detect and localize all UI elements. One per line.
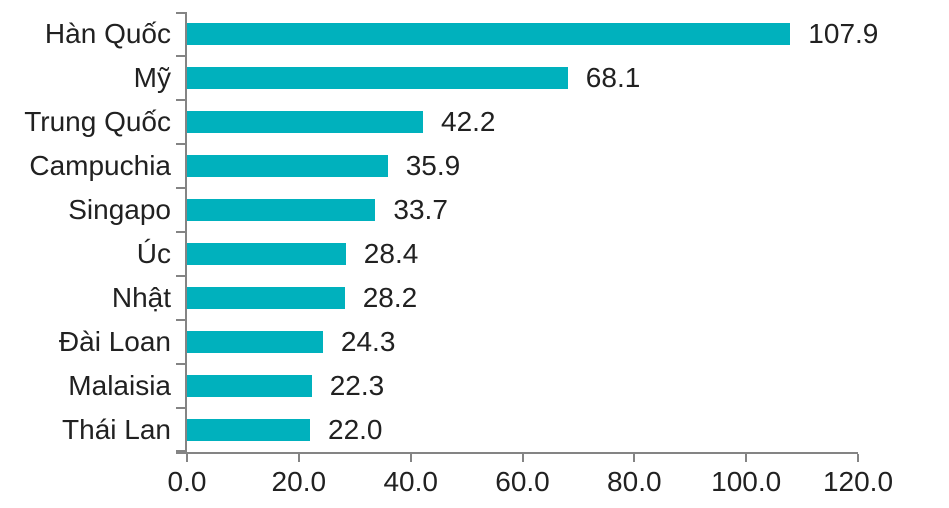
value-label: 68.1 (585, 62, 641, 93)
chart-row: Singapo 33.7 (68, 188, 858, 232)
x-axis-tick (521, 454, 524, 462)
category-label: Nhật (111, 282, 171, 313)
category-label: Thái Lan (62, 414, 171, 445)
x-axis-tick (745, 454, 748, 462)
category-label: Hàn Quốc (44, 18, 171, 49)
chart-row: Campuchia 35.9 (29, 144, 858, 188)
value-label: 35.9 (405, 150, 461, 181)
y-axis-tick (176, 187, 185, 189)
chart-row: Malaisia 22.3 (68, 364, 858, 408)
value-label: 42.2 (441, 106, 496, 137)
category-label: Singapo (68, 194, 171, 225)
y-axis-tick (176, 99, 185, 101)
chart-row: Nhật 28.2 (112, 276, 858, 320)
value-label: 107.9 (808, 18, 879, 49)
y-axis-tick (176, 275, 185, 277)
chart-row: Thái Lan 22.0 (62, 408, 858, 452)
y-axis-tick (176, 407, 185, 409)
value-label: 22.3 (329, 370, 385, 401)
bar (187, 67, 568, 89)
y-axis (185, 12, 187, 452)
x-tick-label: 20.0 (271, 466, 327, 497)
x-tick-label: 40.0 (383, 466, 438, 497)
bar (187, 111, 423, 133)
chart-row: Mỹ 68.1 (134, 56, 858, 100)
x-axis-tick (633, 454, 636, 462)
category-label: Úc (136, 238, 171, 269)
value-label: 28.2 (362, 282, 418, 313)
bar (187, 419, 310, 441)
x-tick-label: 0.0 (167, 466, 207, 497)
x-tick-label: 60.0 (495, 466, 550, 497)
x-tick-label: 120.0 (822, 466, 894, 497)
value-label: 22.0 (328, 414, 383, 445)
value-label: 28.4 (363, 238, 419, 269)
chart-row: Úc 28.4 (137, 232, 858, 276)
category-label: Malaisia (68, 370, 171, 401)
category-label: Trung Quốc (24, 106, 171, 137)
bar (187, 155, 388, 177)
bar (187, 243, 346, 265)
chart-row: Hàn Quốc 107.9 (45, 12, 878, 56)
x-axis-tick (186, 454, 188, 462)
x-tick-label: 100.0 (711, 466, 782, 497)
chart-row: Trung Quốc 42.2 (24, 100, 858, 144)
category-label: Mỹ (133, 62, 171, 93)
y-axis-tick (176, 55, 185, 57)
y-axis-tick (176, 363, 185, 365)
x-tick-label: 80.0 (607, 466, 662, 497)
category-label: Đài Loan (58, 326, 171, 357)
bar (187, 23, 791, 45)
bar (187, 287, 345, 309)
bar (187, 331, 323, 353)
category-label: Campuchia (29, 150, 171, 181)
plot-area: Hàn Quốc 107.9 Mỹ 68.1 Trung Quốc 42.2 Campuch… (24, 12, 893, 497)
x-axis (176, 452, 858, 454)
bar (187, 375, 312, 397)
x-axis-tick (409, 454, 412, 462)
y-axis-tick (176, 143, 185, 145)
y-axis-tick (176, 231, 185, 233)
x-axis-tick (297, 454, 300, 462)
chart-row: Đài Loan 24.3 (59, 320, 858, 364)
y-axis-tick (176, 319, 185, 321)
value-label: 33.7 (393, 194, 448, 225)
y-axis-tick (176, 12, 185, 14)
y-axis-tick (176, 450, 185, 452)
bar (187, 199, 376, 221)
value-label: 24.3 (340, 326, 396, 357)
x-axis-tick (857, 454, 859, 462)
